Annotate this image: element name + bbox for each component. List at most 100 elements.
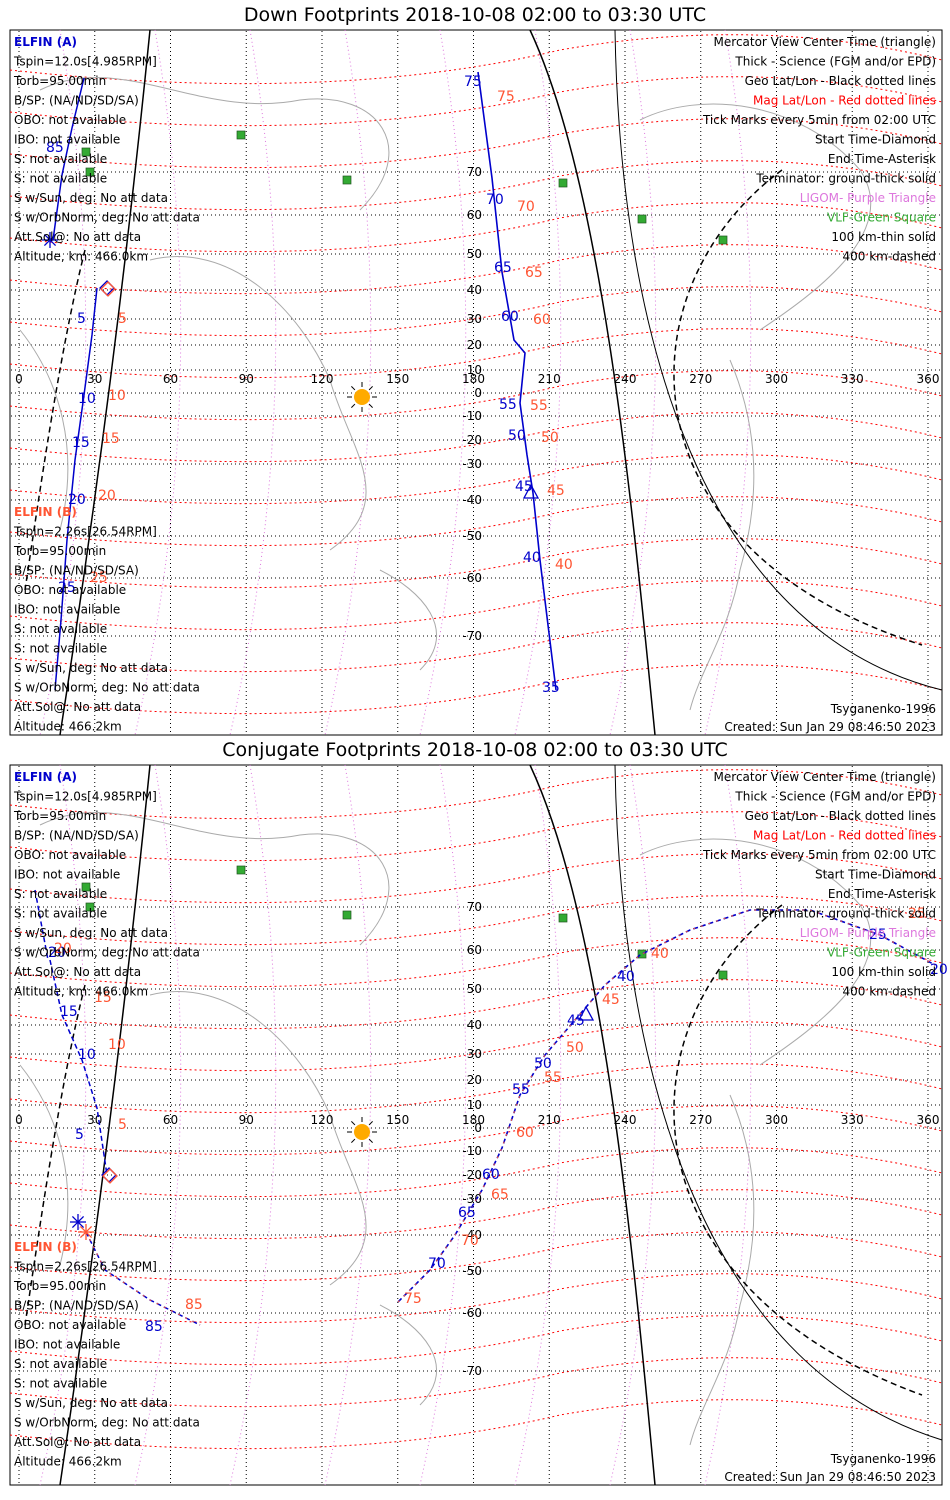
- terminator-west: [59, 29, 151, 736]
- info-elfin-a-bsp: B/SP: (NA/ND/SD/SA): [14, 829, 139, 843]
- info-elfin-b-bsp: B/SP: (NA/ND/SD/SA): [14, 564, 139, 578]
- latitude-label: 30: [467, 312, 482, 326]
- elfin-a-track: [34, 889, 49, 961]
- legend-line: 400 km-dashed: [842, 250, 936, 264]
- map-panel-conjugate: 0 30 60 90 120 150 180 210 240 270 300 330 360706050…: [9, 764, 948, 1486]
- elfin-b-tick-label: 45: [547, 483, 565, 499]
- legend-line: Thick - Science (FGM and/or EPD): [734, 790, 936, 804]
- info-elfin-a-attsol: Att.Sol@: No att data: [14, 230, 141, 244]
- info-elfin-b-sun: S w/Sun, deg: No att data: [14, 1396, 168, 1410]
- vlf-station-square: [81, 147, 91, 157]
- map-panel-down: 0 30 60 90 120 150 180 210 240 270 300 330 360706050…: [9, 29, 943, 736]
- longitude-label: 90: [239, 372, 254, 386]
- legend-line: 400 km-dashed: [842, 985, 936, 999]
- elfin-b-tick-label: 10: [108, 1037, 126, 1053]
- latitude-label: -60: [462, 571, 482, 585]
- mag-latitude-line: [9, 118, 943, 169]
- elfin-b-tick-label: 15: [102, 431, 120, 447]
- mag-latitude-line: [9, 937, 943, 988]
- info-elfin-a-torb: Torb=95.00min: [13, 74, 106, 88]
- legend-line: LIGOM- Purple Triangle: [800, 926, 936, 940]
- mag-latitude-line: [9, 1231, 943, 1282]
- mag-latitude-line: [9, 496, 943, 547]
- elfin-a-tick-label: 50: [534, 1056, 552, 1072]
- mag-latitude-line: [9, 1357, 943, 1408]
- mag-latitude-line: [9, 1189, 943, 1240]
- vlf-station-square: [85, 167, 95, 177]
- mag-latitude-line: [9, 286, 943, 337]
- latitude-label: 10: [467, 1098, 482, 1112]
- elfin-b-track-east: [397, 909, 936, 1303]
- latitude-label: 50: [467, 982, 482, 996]
- info-elfin-b-torb: Torb=95.00min: [13, 544, 106, 558]
- legend-line: Thick - Science (FGM and/or EPD): [734, 55, 936, 69]
- terminator-east: [529, 764, 656, 1486]
- coastline: [689, 359, 755, 711]
- latitude-label: 40: [467, 1018, 482, 1032]
- info-elfin-b-sun: S w/Sun, deg: No att data: [14, 661, 168, 675]
- terminator-100km: [614, 29, 943, 691]
- mag-latitude-line: [9, 1021, 943, 1072]
- latitude-label: 40: [467, 283, 482, 297]
- elfin-a-tick-label: 10: [78, 391, 96, 407]
- info-elfin-a-attsol: Att.Sol@: No att data: [14, 965, 141, 979]
- mag-latitude-line: [9, 664, 943, 715]
- elfin-b-tick-label: 20: [98, 488, 116, 504]
- info-elfin-a-orbnorm: S w/OrbNorm, deg: No att data: [14, 211, 200, 225]
- info-elfin-a-orbnorm: S w/OrbNorm, deg: No att data: [14, 946, 200, 960]
- longitude-label: 330: [841, 372, 864, 386]
- longitude-label: 60: [163, 1113, 178, 1127]
- vlf-station-square: [558, 178, 568, 188]
- longitude-label: 300: [765, 372, 788, 386]
- sun-icon: [354, 1124, 370, 1140]
- mag-latitude-line: [9, 202, 943, 253]
- elfin-a-tick-label: 85: [46, 140, 64, 156]
- end-asterisk-b: [78, 1224, 94, 1240]
- elfin-track-west: [54, 287, 98, 691]
- terminator-400km-west: [24, 249, 86, 591]
- mag-latitude-line: [9, 328, 943, 379]
- sun-ray: [351, 386, 356, 391]
- latitude-label: -30: [462, 457, 482, 471]
- coastline: [149, 256, 367, 551]
- longitude-label: 270: [689, 372, 712, 386]
- terminator-west: [59, 764, 151, 1486]
- info-elfin-a-altitude: Altitude, km: 466.0km: [14, 250, 148, 264]
- vlf-station-square: [718, 970, 728, 980]
- longitude-label: 360: [917, 372, 940, 386]
- mag-latitude-line: [9, 580, 943, 631]
- info-elfin-b-orbnorm: S w/OrbNorm, deg: No att data: [14, 1416, 200, 1430]
- legend-line: Tick Marks every 5min from 02:00 UTC: [702, 848, 936, 862]
- mag-latitude-line: [9, 244, 943, 295]
- info-elfin-a-s2: S: not available: [14, 172, 107, 186]
- elfin-b-tick-label: 50: [566, 1040, 584, 1056]
- legend-line: Start Time-Diamond: [815, 868, 936, 882]
- elfin-a-tick-label: 20: [930, 962, 948, 978]
- sun-icon: [354, 389, 370, 405]
- latitude-label: -30: [462, 1192, 482, 1206]
- vlf-station-square: [85, 902, 95, 912]
- mag-latitude-line: [9, 370, 943, 421]
- mag-latitude-line: [9, 1315, 943, 1366]
- mag-latitude-line: [9, 160, 943, 211]
- elfin-a-tick-label: 15: [72, 435, 90, 451]
- longitude-label: 270: [689, 1113, 712, 1127]
- legend-line: 100 km-thin solid: [831, 965, 936, 979]
- mag-latitude-line: [9, 1273, 943, 1324]
- info-elfin-b-s1: S: not available: [14, 1357, 107, 1371]
- elfin-a-tick-label: 60: [501, 309, 519, 325]
- elfin-a-tick-label: 5: [77, 311, 86, 327]
- latitude-label: -40: [462, 1228, 482, 1242]
- coastline: [639, 838, 872, 1066]
- map-frame: [9, 764, 943, 1486]
- start-diamond-b: [102, 1168, 118, 1184]
- longitude-label: 60: [163, 372, 178, 386]
- info-elfin-b-attsol: Att.Sol@: No att data: [14, 700, 141, 714]
- longitude-label: 30: [87, 372, 102, 386]
- info-elfin-b-altitude: Altitude: 466.2km: [14, 1455, 122, 1469]
- info-elfin-a-altitude: Altitude, km: 466.0km: [14, 985, 148, 999]
- elfin-a-tick-label: 50: [508, 428, 526, 444]
- elfin-a-tick-label: 5: [75, 1127, 84, 1143]
- elfin-b-tick-label: 85: [185, 1297, 203, 1313]
